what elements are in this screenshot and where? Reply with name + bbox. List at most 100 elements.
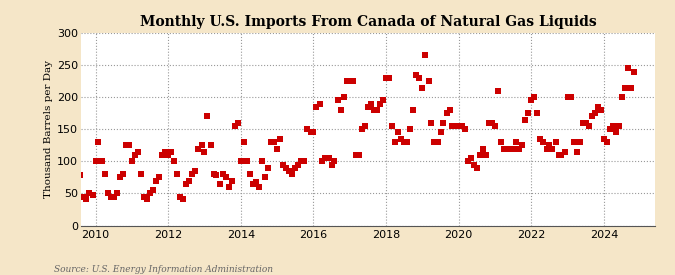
Point	[326, 162, 337, 167]
Point	[205, 143, 216, 147]
Point	[215, 182, 225, 186]
Point	[544, 143, 555, 147]
Point	[405, 127, 416, 131]
Point	[489, 124, 500, 128]
Point	[132, 150, 143, 154]
Point	[196, 143, 207, 147]
Point	[628, 69, 639, 74]
Point	[532, 111, 543, 116]
Point	[115, 175, 126, 180]
Point	[583, 124, 594, 128]
Point	[529, 95, 539, 99]
Point	[69, 140, 80, 144]
Point	[523, 111, 534, 116]
Point	[275, 137, 286, 141]
Point	[335, 108, 346, 112]
Point	[450, 124, 461, 128]
Y-axis label: Thousand Barrels per Day: Thousand Barrels per Day	[44, 60, 53, 198]
Point	[181, 182, 192, 186]
Point	[614, 124, 624, 128]
Point	[601, 140, 612, 144]
Point	[269, 140, 279, 144]
Point	[148, 188, 159, 192]
Point	[84, 191, 95, 196]
Point	[471, 166, 482, 170]
Point	[317, 159, 328, 164]
Point	[505, 146, 516, 151]
Point	[208, 172, 219, 176]
Point	[487, 121, 497, 125]
Point	[414, 76, 425, 80]
Point	[178, 196, 189, 201]
Point	[344, 79, 355, 83]
Point	[184, 178, 194, 183]
Point	[568, 140, 579, 144]
Point	[423, 79, 434, 83]
Point	[508, 146, 518, 151]
Point	[462, 159, 473, 164]
Point	[623, 66, 634, 70]
Point	[483, 121, 494, 125]
Point	[263, 166, 273, 170]
Point	[562, 95, 573, 99]
Point	[314, 101, 325, 106]
Point	[441, 111, 452, 116]
Point	[169, 159, 180, 164]
Point	[620, 85, 630, 90]
Point	[499, 146, 510, 151]
Point	[230, 124, 240, 128]
Point	[599, 137, 610, 141]
Point	[550, 140, 561, 144]
Point	[362, 104, 373, 109]
Point	[217, 172, 228, 176]
Point	[517, 143, 528, 147]
Point	[72, 172, 83, 176]
Point	[120, 143, 131, 147]
Point	[87, 192, 98, 197]
Point	[350, 153, 361, 157]
Point	[238, 140, 249, 144]
Point	[305, 130, 316, 135]
Point	[302, 127, 313, 131]
Point	[389, 140, 400, 144]
Point	[323, 156, 334, 160]
Point	[565, 95, 576, 99]
Point	[574, 140, 585, 144]
Point	[481, 153, 491, 157]
Point	[444, 108, 455, 112]
Point	[387, 124, 398, 128]
Text: Source: U.S. Energy Information Administration: Source: U.S. Energy Information Administ…	[54, 265, 273, 274]
Point	[202, 114, 213, 119]
Point	[365, 101, 376, 106]
Point	[429, 140, 439, 144]
Point	[278, 162, 289, 167]
Point	[420, 53, 431, 58]
Point	[75, 173, 86, 178]
Point	[90, 159, 101, 164]
Point	[111, 191, 122, 196]
Point	[78, 194, 89, 199]
Point	[520, 117, 531, 122]
Point	[375, 101, 385, 106]
Point	[144, 191, 155, 196]
Point	[244, 172, 255, 176]
Point	[605, 127, 616, 131]
Point	[332, 98, 343, 103]
Point	[247, 182, 258, 186]
Point	[378, 98, 389, 103]
Point	[232, 121, 243, 125]
Point	[589, 111, 600, 116]
Point	[608, 124, 618, 128]
Point	[142, 196, 153, 201]
Point	[526, 98, 537, 103]
Point	[342, 79, 352, 83]
Point	[265, 140, 276, 144]
Point	[256, 159, 267, 164]
Point	[369, 108, 379, 112]
Point	[272, 146, 283, 151]
Point	[293, 162, 304, 167]
Point	[514, 146, 524, 151]
Point	[105, 194, 116, 199]
Point	[108, 194, 119, 199]
Point	[593, 104, 603, 109]
